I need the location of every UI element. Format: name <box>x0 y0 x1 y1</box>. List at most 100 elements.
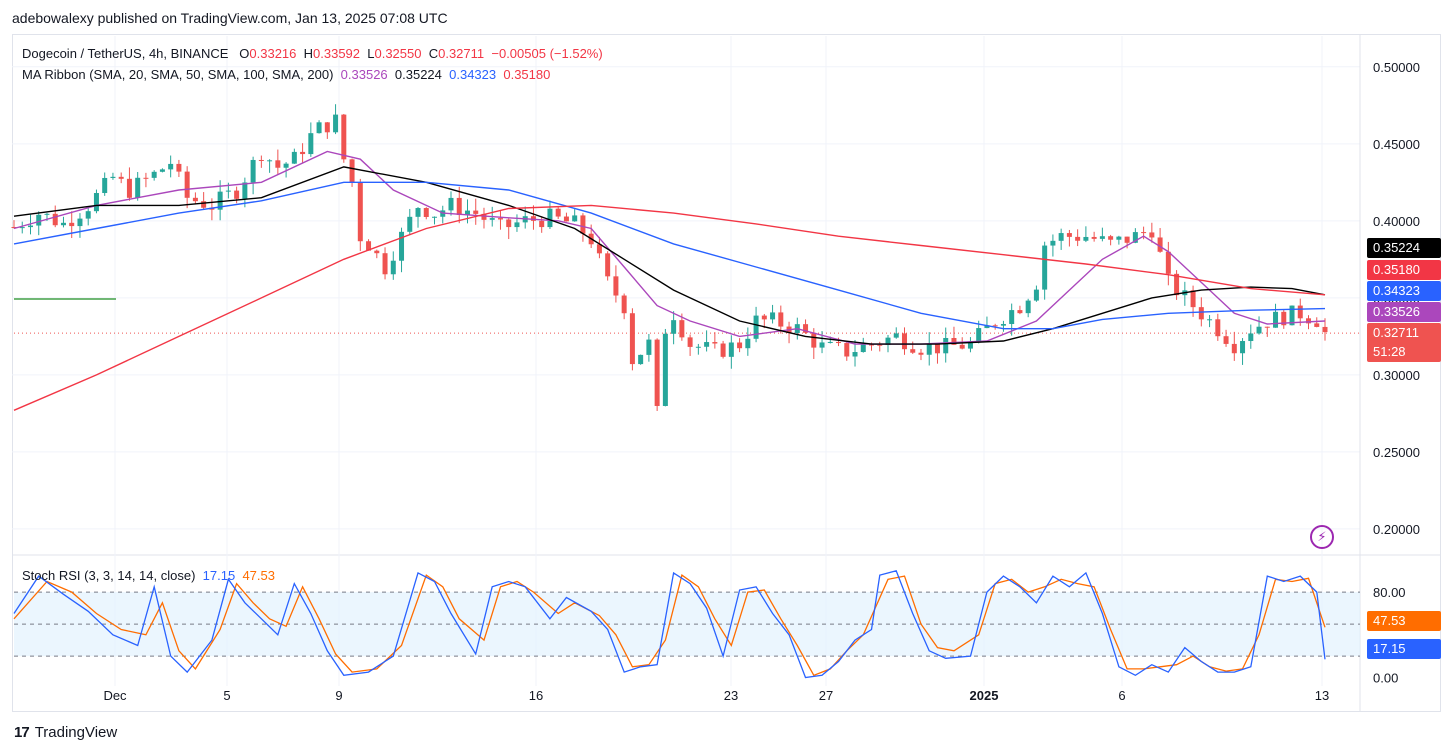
ma50-value: 0.35224 <box>394 67 442 82</box>
candle-body <box>473 210 479 214</box>
candle-body <box>1058 233 1064 241</box>
candle-body <box>69 222 75 227</box>
candle-body <box>877 344 883 346</box>
y-tick-label: 0.25000 <box>1373 445 1420 460</box>
candle-body <box>737 342 743 349</box>
symbol-label[interactable]: Dogecoin / TetherUS, 4h, BINANCE <box>22 46 229 61</box>
candle-body <box>225 190 231 192</box>
x-tick-label: 23 <box>724 688 738 703</box>
x-tick-label: 5 <box>223 688 230 703</box>
candle-body <box>497 218 503 220</box>
ma200-price-tag: 0.35180 <box>1367 260 1441 280</box>
x-tick-label: 2025 <box>970 688 999 703</box>
candle-body <box>976 328 982 342</box>
candle-body <box>596 244 602 254</box>
candle-body <box>539 220 545 228</box>
change-value: −0.00505 (−1.52%) <box>491 46 603 61</box>
ma-lines <box>13 150 1326 411</box>
candle-body <box>687 337 693 347</box>
candle-body <box>151 171 157 178</box>
y-tick-label: 0.50000 <box>1373 60 1420 75</box>
grid-lines <box>12 34 1441 712</box>
candle-body <box>827 341 833 343</box>
candle-body <box>432 216 438 218</box>
candle-body <box>316 122 322 134</box>
tradingview-brand: TradingView <box>34 724 118 741</box>
candle-body <box>1083 236 1089 241</box>
published-line: adebowalexy published on TradingView.com… <box>12 10 448 26</box>
candle-body <box>1108 236 1114 240</box>
candle-body <box>959 344 965 349</box>
candle-body <box>27 225 33 228</box>
candle-body <box>1297 305 1303 319</box>
y-tick-label: 0.40000 <box>1373 214 1420 229</box>
candle-body <box>926 343 932 355</box>
candle-body <box>234 190 240 199</box>
candle-body <box>1223 336 1229 344</box>
candle-body <box>662 333 668 406</box>
candle-body <box>1066 233 1072 237</box>
candle-body <box>464 210 470 216</box>
stoch-k-line <box>13 570 1326 679</box>
candle-body <box>1091 236 1097 239</box>
candle-body <box>143 177 149 179</box>
ohlc-legend: Dogecoin / TetherUS, 4h, BINANCE O0.3321… <box>22 46 603 61</box>
candle-body <box>102 177 108 194</box>
ma20-price-tag: 0.33526 <box>1367 302 1441 322</box>
candle-body <box>1124 236 1130 243</box>
candle-body <box>654 339 660 406</box>
x-tick-label: 13 <box>1315 688 1329 703</box>
candle-body <box>646 339 652 355</box>
candle-body <box>415 208 421 217</box>
candle-body <box>52 213 58 226</box>
candle-body <box>629 313 635 365</box>
low-value: 0.32550 <box>374 46 422 61</box>
candle-body <box>671 320 677 334</box>
candle-body <box>366 241 372 251</box>
candle-body <box>1281 311 1287 326</box>
candle-body <box>1157 237 1163 252</box>
stoch-legend: Stoch RSI (3, 3, 14, 14, close) 17.15 47… <box>22 568 275 583</box>
candle-body <box>1000 324 1006 326</box>
candle-body <box>110 176 116 178</box>
candle-body <box>572 215 578 222</box>
candle-body <box>1231 343 1237 354</box>
candle-body <box>399 231 405 261</box>
candle-body <box>1165 251 1171 274</box>
candle-body <box>374 250 380 254</box>
candle-body <box>118 176 124 179</box>
candle-body <box>893 333 899 338</box>
candle-body <box>712 342 718 344</box>
candle-body <box>745 338 751 349</box>
candle-body <box>176 163 182 172</box>
lightning-icon[interactable]: ⚡ <box>1310 525 1334 549</box>
candle-body <box>1050 240 1056 246</box>
candle-body <box>555 208 561 217</box>
ma200-line <box>13 204 1326 411</box>
candle-body <box>1190 290 1196 308</box>
candle-body <box>638 354 644 365</box>
candle-body <box>728 342 734 357</box>
candle-body <box>778 312 784 327</box>
candle-body <box>291 151 297 164</box>
ma200-value: 0.35180 <box>503 67 551 82</box>
candle-body <box>1289 305 1295 326</box>
y-tick-label: 0.30000 <box>1373 368 1420 383</box>
stoch-d-value: 47.53 <box>242 568 275 583</box>
tradingview-footer[interactable]: 17 TradingView <box>14 724 117 741</box>
candle-body <box>250 159 256 183</box>
candle-body <box>1198 307 1204 320</box>
high-value: 0.33592 <box>313 46 361 61</box>
candle-body <box>679 320 685 338</box>
stoch-label[interactable]: Stoch RSI (3, 3, 14, 14, close) <box>22 568 196 583</box>
candle-body <box>1215 319 1221 337</box>
candle-body <box>918 352 924 355</box>
candle-body <box>481 213 487 220</box>
candle-body <box>869 344 875 346</box>
candle-body <box>382 253 388 275</box>
candle-body <box>159 169 165 172</box>
close-label: C <box>428 46 439 61</box>
ma-ribbon-label[interactable]: MA Ribbon (SMA, 20, SMA, 50, SMA, 100, S… <box>22 67 334 82</box>
candle-body <box>11 226 17 228</box>
